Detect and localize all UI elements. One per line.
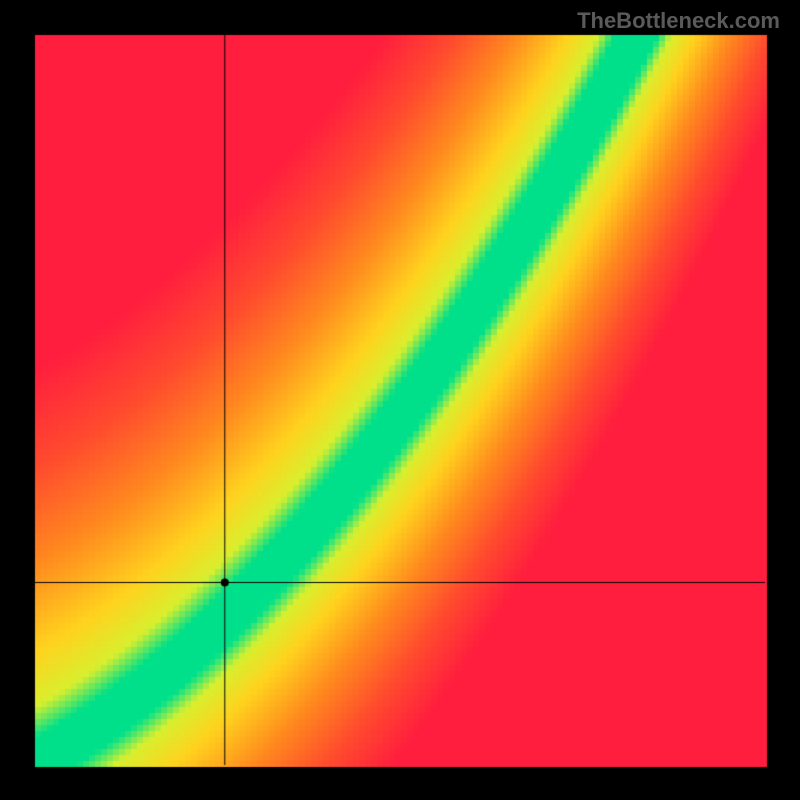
watermark-text: TheBottleneck.com — [577, 8, 780, 34]
bottleneck-heatmap — [0, 0, 800, 800]
